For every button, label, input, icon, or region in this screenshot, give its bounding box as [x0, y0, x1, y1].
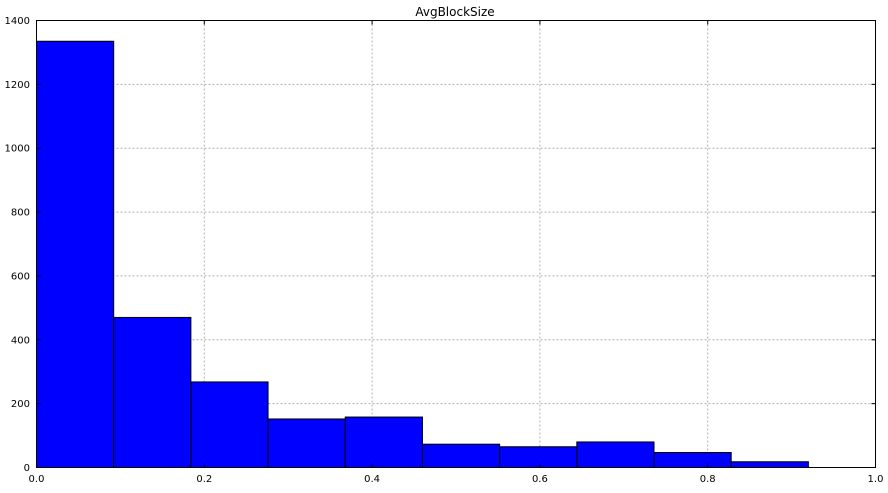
x-axis-tick-labels: 0.0 0.2 0.4 0.6 0.8 1.0 [29, 474, 884, 485]
histogram-bar-3 [267, 418, 346, 468]
y-tick-label: 400 [11, 335, 30, 346]
histogram-bar-1 [113, 316, 192, 468]
chart-title: AvgBlockSize [415, 5, 494, 19]
histogram-bar-6 [499, 446, 578, 468]
x-tick-label: 1.0 [868, 474, 884, 485]
y-axis-tick-labels: 0 200 400 600 800 1000 1200 1400 [5, 16, 30, 474]
y-tick-label: 600 [11, 271, 30, 282]
y-tick-label: 1200 [5, 80, 30, 91]
histogram-bar-8 [653, 451, 732, 468]
x-tick-label: 0.2 [196, 474, 212, 485]
x-tick-label: 0.8 [700, 474, 716, 485]
histogram-bar-5 [421, 443, 501, 468]
y-tick-label: 800 [11, 208, 30, 219]
y-tick-label: 1400 [5, 16, 30, 27]
bars [36, 40, 809, 469]
histogram-bar-7 [576, 441, 655, 469]
y-tick-label: 1000 [5, 144, 30, 155]
y-tick-label: 0 [24, 463, 30, 474]
x-tick-label: 0.6 [532, 474, 548, 485]
plot-frame [36, 20, 876, 468]
x-tick-label: 0.0 [29, 474, 45, 485]
y-tick-label: 200 [11, 399, 30, 410]
histogram-bar-4 [344, 416, 423, 468]
histogram-bar-2 [190, 381, 269, 468]
histogram-bar-0 [36, 40, 115, 468]
histogram-bar-9 [730, 461, 809, 469]
x-tick-label: 0.4 [364, 474, 380, 485]
ticks [36, 20, 876, 468]
